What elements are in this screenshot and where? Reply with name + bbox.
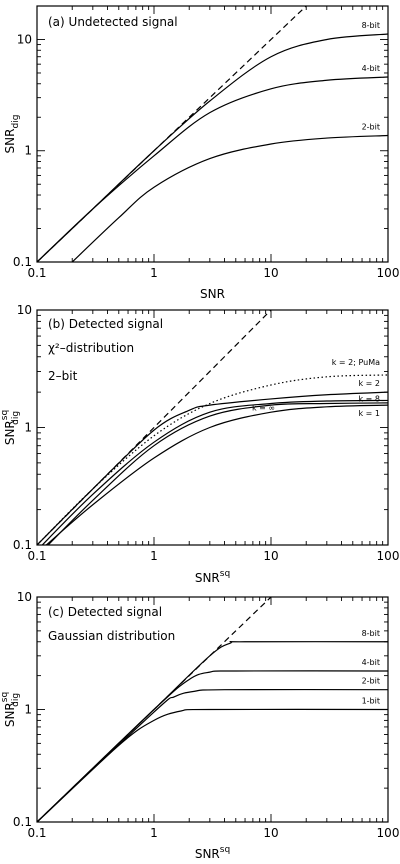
series-line [37, 374, 388, 545]
y-tick-label: 10 [17, 32, 32, 46]
series-line [45, 404, 388, 545]
series-label: 4-bit [362, 64, 380, 73]
x-tick-label: 10 [263, 266, 278, 280]
series-label: 4-bit [362, 658, 380, 667]
panel-title: (b) Detected signal [48, 317, 163, 331]
series-line [37, 310, 272, 545]
series-line [37, 6, 307, 262]
series-label: k = 2; PuMa [332, 358, 380, 367]
series-label: 8-bit [362, 21, 380, 30]
x-tick-label: 1 [150, 549, 158, 563]
y-tick-label: 10 [17, 590, 32, 604]
x-tick-label: 1 [150, 826, 158, 840]
series-label: k = 8 [358, 394, 380, 403]
x-tick-label: 100 [377, 826, 400, 840]
series-line [37, 640, 388, 822]
x-axis-label: SNRsq [195, 569, 230, 585]
series-line [37, 391, 388, 545]
x-tick-label: 10 [263, 826, 278, 840]
plot-frame [36, 5, 389, 263]
series-label: 2-bit [362, 123, 380, 132]
series-line [37, 33, 388, 262]
y-axis-label: SNRsqdig [0, 410, 21, 445]
y-tick-label: 10 [17, 303, 32, 317]
series-line [71, 134, 388, 262]
x-tick-label: 1 [150, 266, 158, 280]
series-label: 8-bit [362, 629, 380, 638]
series-label: 1-bit [362, 697, 380, 706]
x-tick-label: 0.1 [27, 549, 46, 563]
y-tick-label: 1 [24, 703, 32, 717]
series-line [47, 402, 388, 545]
chart-panel-3: 0.1 1 10 100 0.1 1 10 SNRsq SNRsqdig (c) Detected… [0, 590, 399, 861]
x-axis-label: SNRsq [195, 845, 230, 861]
y-axis-label: SNRsqdig [0, 692, 21, 727]
y-tick-label: 0.1 [13, 255, 32, 269]
x-axis-label: SNR [200, 287, 225, 301]
series-label: k = ∞ [252, 403, 275, 412]
x-tick-label: 0.1 [27, 826, 46, 840]
chart-panel-2: 0.1 1 10 100 0.1 1 10 SNRsq SNRsqdig (b) Detected… [0, 303, 399, 585]
x-tick-label: 0.1 [27, 266, 46, 280]
panel-note: 2–bit [48, 369, 78, 383]
series-line [37, 76, 388, 262]
y-tick-label: 1 [24, 421, 32, 435]
series-label: k = 1 [358, 409, 380, 418]
panel-title: (a) Undetected signal [48, 15, 178, 29]
y-tick-label: 0.1 [13, 538, 32, 552]
panel-note: χ²–distribution [48, 341, 134, 355]
y-tick-label: 1 [24, 144, 32, 158]
series-label: 2-bit [362, 677, 380, 686]
x-tick-label: 100 [377, 549, 400, 563]
series-line [37, 708, 388, 822]
series-line [37, 670, 388, 822]
panel-title: (c) Detected signal [48, 605, 162, 619]
x-tick-label: 10 [263, 549, 278, 563]
x-tick-label: 100 [377, 266, 400, 280]
y-axis-label: SNRdig [3, 115, 21, 154]
panel-note: Gaussian distribution [48, 629, 175, 643]
series-line [41, 399, 388, 545]
chart-panel-1: 0.1 1 10 100 0.1 1 10 SNR SNRdig (a) Undetected s… [3, 5, 400, 301]
series-label: k = 2 [358, 379, 380, 388]
y-tick-label: 0.1 [13, 815, 32, 829]
